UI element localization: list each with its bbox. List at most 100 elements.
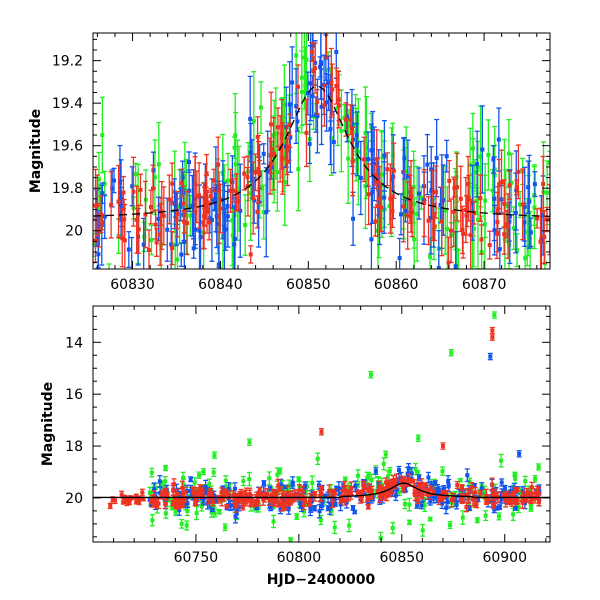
- green-point: [522, 475, 528, 487]
- top-model-curve: [93, 85, 550, 217]
- green-point: [163, 464, 169, 472]
- x-tick-label: 60850: [380, 550, 425, 566]
- red-point: [224, 503, 230, 509]
- green-point: [482, 174, 488, 269]
- y-tick-label: 14: [65, 335, 83, 351]
- red-point: [116, 164, 122, 239]
- green-point: [271, 514, 277, 529]
- blue-point: [178, 242, 184, 267]
- red-point: [366, 163, 372, 226]
- red-point: [419, 493, 425, 500]
- blue-point: [352, 509, 358, 515]
- red-point: [241, 490, 247, 503]
- blue-point: [209, 507, 215, 513]
- blue-point: [350, 505, 356, 511]
- red-point: [309, 42, 315, 63]
- green-point: [235, 139, 241, 241]
- green-point: [447, 520, 453, 529]
- x-tick-label: 60750: [174, 550, 219, 566]
- red-point: [365, 496, 371, 503]
- green-point: [309, 475, 315, 491]
- green-point: [222, 523, 228, 532]
- blue-point: [263, 167, 269, 258]
- x-tick-label: 60840: [198, 277, 243, 293]
- red-point: [120, 175, 126, 210]
- red-point: [534, 485, 540, 496]
- green-point: [266, 471, 272, 486]
- y-tick-label: 20: [65, 491, 83, 507]
- green-point: [232, 93, 238, 178]
- red-point: [329, 63, 335, 116]
- red-point: [365, 503, 371, 510]
- blue-point: [434, 118, 440, 198]
- green-point: [528, 504, 534, 512]
- red-point: [387, 163, 393, 234]
- red-point: [194, 170, 200, 224]
- red-point: [501, 179, 507, 229]
- red-point: [303, 98, 309, 168]
- red-point: [169, 162, 175, 205]
- red-outlier-point: [319, 428, 324, 436]
- green-point: [184, 520, 190, 531]
- blue-point: [532, 171, 538, 198]
- red-point: [454, 480, 460, 490]
- red-point: [384, 152, 390, 187]
- blue-point: [307, 123, 313, 165]
- red-point: [405, 181, 411, 250]
- green-outlier-point: [368, 370, 374, 379]
- y-tick-label: 19.6: [52, 139, 83, 155]
- red-point: [179, 168, 185, 198]
- blue-point: [371, 126, 377, 202]
- green-point: [302, 46, 308, 126]
- red-point: [301, 499, 307, 511]
- red-point: [283, 495, 289, 510]
- red-point: [230, 178, 236, 203]
- red-point: [254, 491, 260, 501]
- blue-point: [419, 501, 425, 510]
- green-outlier-point: [491, 311, 497, 319]
- red-point: [324, 33, 330, 59]
- green-point: [156, 121, 162, 207]
- y-tick-label: 19.2: [52, 54, 83, 70]
- green-point: [355, 98, 361, 206]
- red-point: [274, 493, 280, 508]
- green-point: [418, 185, 424, 210]
- red-point: [469, 482, 475, 493]
- red-point: [451, 492, 457, 503]
- model-curve-dashed: [93, 85, 550, 217]
- blue-point: [305, 71, 311, 116]
- red-point: [451, 176, 457, 248]
- x-tick-label: 60860: [374, 277, 419, 293]
- red-point: [279, 98, 285, 170]
- blue-point: [502, 484, 508, 492]
- red-point: [162, 499, 168, 509]
- x-tick-label: 60800: [277, 550, 322, 566]
- green-point: [194, 505, 200, 521]
- blue-point: [102, 194, 108, 240]
- blue-point: [189, 174, 195, 237]
- green-point: [149, 467, 155, 478]
- blue-point: [129, 236, 135, 269]
- green-point: [496, 512, 502, 521]
- red-point: [196, 162, 202, 229]
- red-point: [271, 117, 277, 191]
- blue-outlier-point: [487, 352, 493, 361]
- green-point: [414, 165, 420, 262]
- blue-point: [381, 161, 387, 234]
- bottom-axis-ticks: [92, 306, 550, 542]
- blue-outlier-point: [516, 450, 522, 458]
- green-point: [483, 510, 489, 522]
- red-point: [328, 47, 334, 118]
- red-point: [472, 492, 478, 505]
- red-point: [491, 502, 497, 510]
- red-point: [162, 488, 168, 496]
- green-point: [390, 521, 396, 535]
- top-y-tick-labels: 19.2 19.4 19.6 19.8 20: [52, 54, 83, 240]
- blue-point: [237, 163, 243, 258]
- y-tick-label: 20: [65, 224, 83, 240]
- blue-point: [298, 501, 304, 510]
- green-point: [355, 469, 361, 483]
- bottom-plot-frame: [92, 305, 551, 543]
- red-point: [520, 168, 526, 241]
